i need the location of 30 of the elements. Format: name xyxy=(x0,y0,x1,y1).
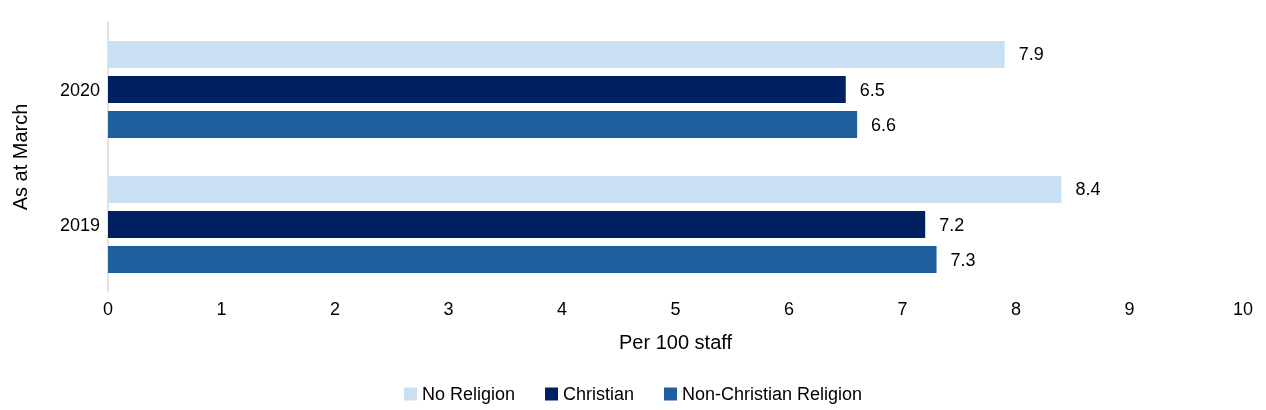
x-tick-label: 6 xyxy=(783,299,795,319)
y-tick-label: 2019 xyxy=(59,214,100,235)
x-axis-title: Per 100 staff xyxy=(618,331,733,353)
bar xyxy=(108,211,926,238)
x-tick-label: 7 xyxy=(897,299,908,319)
data-label: 7.2 xyxy=(939,214,965,235)
legend-label: Non-Christian Religion xyxy=(682,384,863,404)
data-label: 7.9 xyxy=(1018,44,1044,65)
data-label: 6.6 xyxy=(871,114,897,135)
bar xyxy=(108,76,846,103)
bar xyxy=(108,246,937,274)
x-tick-label: 9 xyxy=(1124,299,1135,319)
x-tick-label: 1 xyxy=(216,299,227,319)
data-label: 6.5 xyxy=(859,79,885,100)
x-tick-label: 3 xyxy=(443,299,454,319)
x-tick-label: 4 xyxy=(556,299,568,319)
y-tick-label: 2020 xyxy=(59,79,100,100)
bar xyxy=(108,175,1062,203)
x-tick-label: 10 xyxy=(1232,299,1254,319)
x-tick-label: 2 xyxy=(329,299,341,319)
bar xyxy=(108,111,858,139)
data-label: 8.4 xyxy=(1075,179,1101,200)
x-tick-label: 8 xyxy=(1010,299,1022,319)
data-label: 7.3 xyxy=(950,249,976,270)
x-tick-label: 0 xyxy=(102,299,114,319)
y-axis-title: As at March xyxy=(9,103,31,211)
legend-label: No Religion xyxy=(421,384,515,404)
bar xyxy=(108,40,1005,68)
legend-label: Christian xyxy=(562,384,634,404)
x-tick-label: 5 xyxy=(670,299,681,319)
